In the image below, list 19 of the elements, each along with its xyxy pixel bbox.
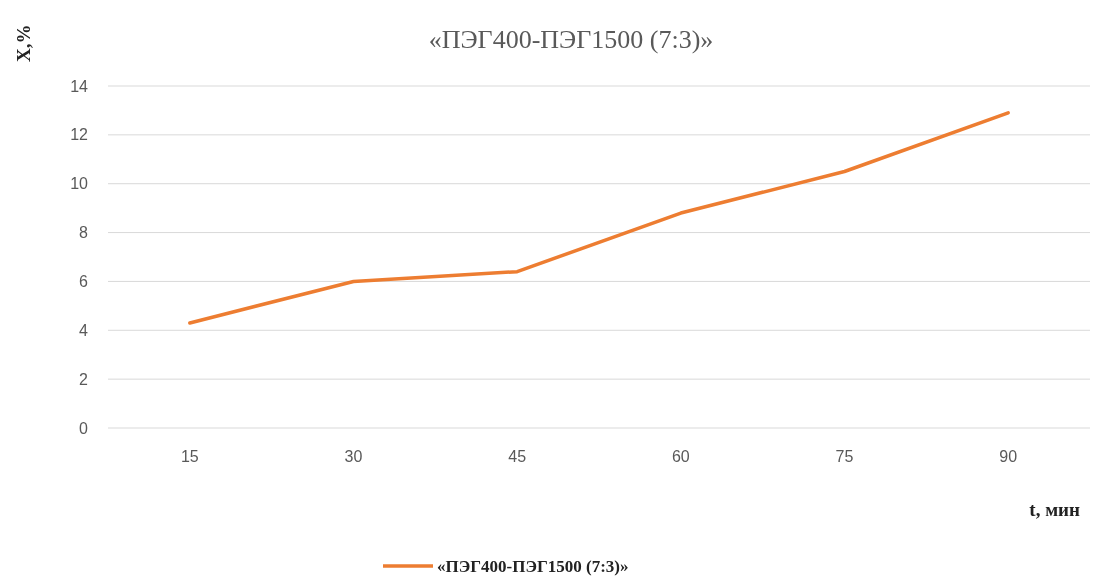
y-tick-label: 12 <box>70 126 89 144</box>
chart-title: «ПЭГ400-ПЭГ1500 (7:3)» <box>428 25 714 54</box>
x-tick-label: 90 <box>999 448 1018 465</box>
y-tick-label: 14 <box>70 77 89 95</box>
line-series <box>188 111 1010 325</box>
y-tick-label: 0 <box>79 419 89 437</box>
y-tick-label: 4 <box>79 321 89 339</box>
x-tick-label: 30 <box>344 448 363 465</box>
y-axis-title: X,% <box>13 24 34 62</box>
x-tick-label: 15 <box>180 448 199 465</box>
x-tick-label: 45 <box>508 448 527 465</box>
y-tick-label: 6 <box>79 273 89 291</box>
legend-label: «ПЭГ400-ПЭГ1500 (7:3)» <box>437 556 629 576</box>
y-tick-label: 2 <box>79 370 89 388</box>
x-axis-title: t, мин <box>1029 499 1081 520</box>
y-tick-label: 8 <box>79 224 89 242</box>
x-tick-label: 75 <box>835 448 854 465</box>
x-tick-label: 60 <box>671 448 690 465</box>
y-tick-label: 10 <box>70 175 89 193</box>
